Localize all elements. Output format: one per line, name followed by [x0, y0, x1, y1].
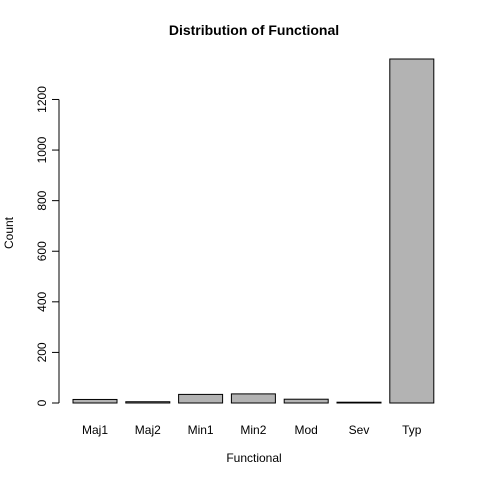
- x-tick-label-Mod: Mod: [295, 423, 318, 437]
- bars-group: [72, 58, 435, 404]
- x-tick-label-Maj1: Maj1: [82, 423, 108, 437]
- x-tick-label-Maj2: Maj2: [135, 423, 161, 437]
- y-axis: 0 200 400 600 800 1000 1200: [35, 86, 60, 406]
- x-tick-label-Min2: Min2: [240, 423, 266, 437]
- bar-Maj1: [72, 398, 118, 404]
- y-tick-label-400: 400: [35, 291, 49, 311]
- y-tick-label-800: 800: [35, 190, 49, 210]
- x-tick-label-Typ: Typ: [402, 423, 422, 437]
- bar-Min2: [230, 393, 276, 404]
- x-tick-labels: Maj1 Maj2 Min1 Min2 Mod Sev Typ: [82, 423, 422, 437]
- bar-Min1: [178, 393, 224, 404]
- bar-Mod: [283, 398, 329, 404]
- chart-title: Distribution of Functional: [169, 22, 339, 38]
- y-tick-label-0: 0: [35, 399, 49, 406]
- y-tick-label-1000: 1000: [35, 136, 49, 163]
- x-tick-label-Sev: Sev: [349, 423, 370, 437]
- bar-Maj2: [125, 401, 171, 404]
- x-axis-label: Functional: [226, 451, 281, 465]
- bar-Typ: [389, 58, 435, 404]
- bar-Sev: [336, 401, 382, 404]
- y-tick-label-600: 600: [35, 241, 49, 261]
- y-tick-label-1200: 1200: [35, 86, 49, 113]
- y-axis-label: Count: [2, 216, 16, 249]
- y-tick-label-200: 200: [35, 342, 49, 362]
- x-tick-label-Min1: Min1: [188, 423, 214, 437]
